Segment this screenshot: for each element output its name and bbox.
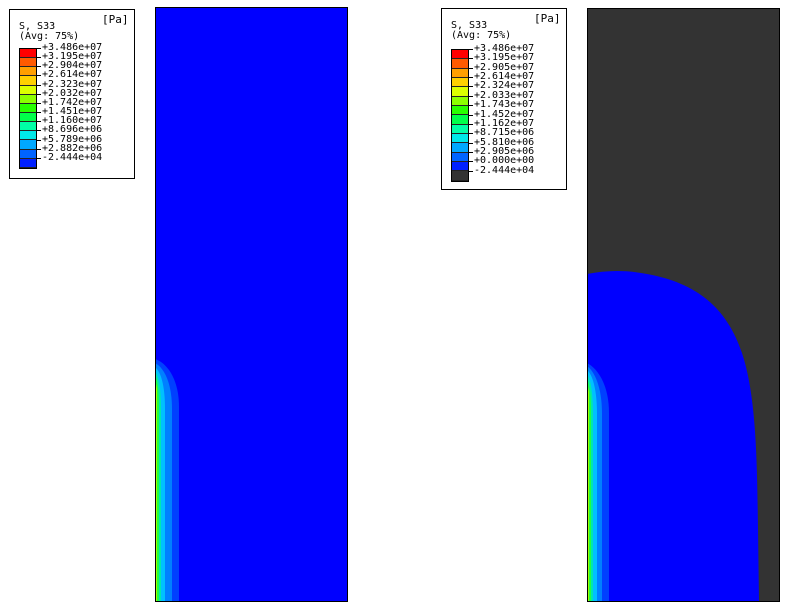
- legend-subtitle: (Avg: 75%): [451, 30, 512, 41]
- color-swatch: [20, 85, 36, 95]
- scale-tick: [468, 86, 473, 88]
- scale-tick: [36, 139, 41, 141]
- scale-label: +1.162e+07: [474, 117, 535, 129]
- color-scale: [19, 48, 37, 169]
- color-swatch: [20, 112, 36, 123]
- color-swatch: [20, 140, 36, 150]
- scale-tick: [36, 157, 41, 159]
- blue-region: [587, 271, 759, 602]
- legend-unit: [Pa]: [534, 12, 561, 25]
- scale-tick: [36, 93, 41, 95]
- color-swatch: [20, 58, 36, 68]
- scale-label: +2.032e+07: [42, 87, 103, 99]
- color-swatch: [20, 149, 36, 159]
- scale-label: +2.033e+07: [474, 89, 535, 101]
- scale-tick: [468, 105, 473, 107]
- legend-title: S, S33: [19, 21, 56, 32]
- scale-label: +3.486e+07: [42, 42, 103, 53]
- color-swatch: [20, 158, 36, 168]
- color-swatch: [452, 59, 468, 69]
- scale-label: +2.882e+06: [42, 142, 103, 154]
- scale-tick: [468, 151, 473, 153]
- scale-tick: [36, 102, 41, 104]
- scale-label: +8.715e+06: [474, 127, 535, 139]
- scale-tick: [36, 57, 41, 59]
- color-swatch: [452, 87, 468, 97]
- color-swatch: [452, 115, 468, 125]
- scale-tick: [468, 58, 473, 60]
- scale-label: +2.323e+07: [42, 78, 103, 90]
- scale-label: +3.195e+07: [42, 51, 103, 63]
- scale-tick: [36, 130, 41, 132]
- scale-label: +1.743e+07: [474, 99, 535, 111]
- scale-label: -2.444e+04: [42, 151, 103, 163]
- legend-unit: [Pa]: [102, 13, 129, 26]
- scale-tick: [468, 114, 473, 116]
- color-swatch: [452, 134, 468, 144]
- right-legend: S, S33 [Pa] (Avg: 75%) +3.486e+07 +3.195e…: [441, 8, 567, 190]
- scale-label: +1.451e+07: [42, 106, 103, 118]
- domain-base: [155, 7, 348, 602]
- color-swatch: [20, 131, 36, 141]
- scale-label: +0.000e+00: [474, 155, 535, 167]
- scale-label: +5.789e+06: [42, 133, 103, 145]
- scale-label: +2.905e+07: [474, 61, 535, 73]
- scale-tick: [468, 49, 473, 50]
- domain-outline: [587, 8, 780, 602]
- color-swatch: [452, 143, 468, 153]
- scale-label: +1.160e+07: [42, 115, 103, 127]
- color-swatch: [20, 103, 36, 113]
- scale-tick: [468, 77, 473, 79]
- scale-label: +2.614e+07: [42, 69, 103, 81]
- color-swatch: [452, 96, 468, 107]
- color-swatch: [20, 76, 36, 86]
- color-swatch: [20, 67, 36, 77]
- right-stress-contour-plot: [587, 8, 780, 602]
- color-swatch: [20, 94, 36, 104]
- scale-tick: [36, 148, 41, 150]
- scale-label: +3.195e+07: [474, 52, 535, 64]
- legend-subtitle: (Avg: 75%): [19, 31, 80, 42]
- scale-tick: [36, 75, 41, 77]
- scale-label: +1.742e+07: [42, 96, 103, 108]
- color-swatch: [452, 50, 468, 60]
- scale-tick: [36, 48, 41, 49]
- color-swatch: [452, 78, 468, 88]
- left-legend: S, S33 [Pa] (Avg: 75%) +3.486e+07 +3.195e…: [9, 9, 135, 179]
- scale-label: +2.904e+07: [42, 60, 103, 72]
- scale-label: +2.324e+07: [474, 80, 535, 92]
- color-swatch: [452, 68, 468, 79]
- scale-label: +3.486e+07: [474, 43, 535, 54]
- legend-title: S, S33: [451, 20, 488, 31]
- color-swatch: [452, 106, 468, 116]
- color-swatch: [20, 122, 36, 132]
- scale-label: -2.444e+04: [474, 164, 535, 176]
- scale-tick: [468, 170, 473, 172]
- scale-label: +2.614e+07: [474, 71, 535, 83]
- scale-label: +8.696e+06: [42, 124, 103, 136]
- scale-label: +1.452e+07: [474, 108, 535, 120]
- color-swatch: [452, 162, 468, 172]
- scale-label: +5.810e+06: [474, 136, 535, 148]
- scale-tick: [468, 123, 473, 125]
- color-swatch: [452, 124, 468, 135]
- scale-tick: [36, 84, 41, 86]
- color-swatch: [452, 152, 468, 163]
- color-swatch: [452, 171, 468, 181]
- domain-outline: [155, 7, 348, 602]
- scale-tick: [468, 161, 473, 163]
- scale-tick: [36, 66, 41, 68]
- scale-tick: [468, 67, 473, 69]
- scale-tick: [36, 121, 41, 123]
- scale-label: +2.905e+06: [474, 145, 535, 157]
- scale-tick: [468, 142, 473, 144]
- left-stress-contour-plot: [155, 7, 348, 602]
- scale-tick: [468, 133, 473, 135]
- color-swatch: [20, 49, 36, 59]
- scale-tick: [468, 95, 473, 97]
- scale-tick: [36, 112, 41, 114]
- color-scale: [451, 49, 469, 182]
